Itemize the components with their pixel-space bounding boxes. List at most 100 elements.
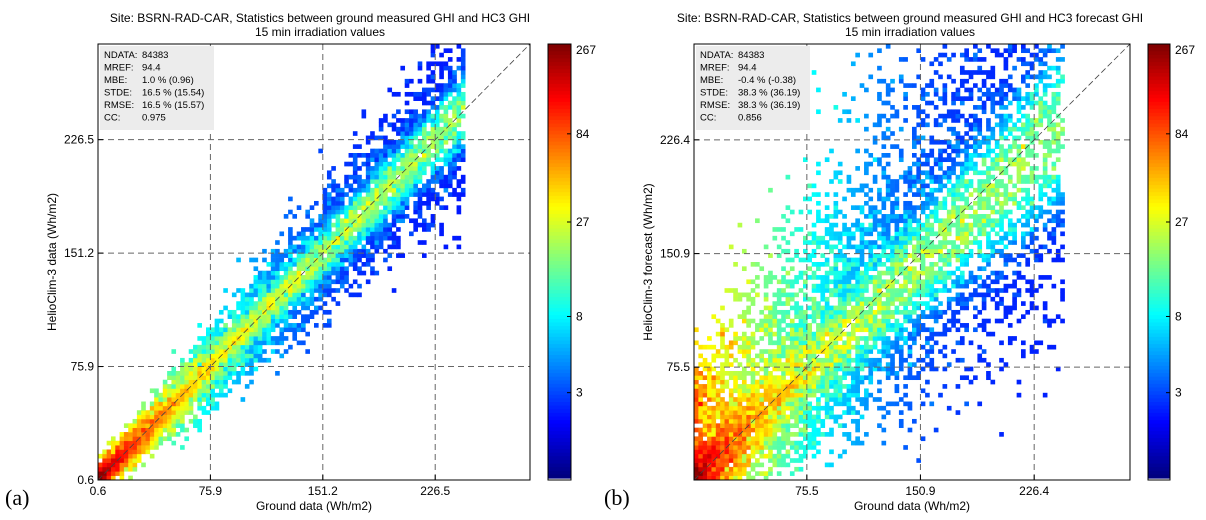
heatmap-cell [938,122,943,128]
heatmap-cell [1055,196,1061,202]
heatmap-cell [426,131,431,136]
heatmap-cell [1029,131,1035,136]
heatmap-cell [361,196,367,202]
heatmap-cell [456,183,462,189]
heatmap-cell [999,227,1004,232]
heatmap-cell [413,209,418,215]
heatmap-cell [184,392,190,398]
heatmap-cell [396,118,401,123]
heatmap-cell [434,196,440,202]
heatmap-cell [912,135,917,141]
heatmap-cell [803,436,808,442]
heatmap-cell [409,148,414,154]
heatmap-cell [309,279,315,285]
heatmap-cell [816,262,821,267]
heatmap-cell [789,296,795,302]
heatmap-cell [348,153,354,158]
heatmap-cell [361,200,367,206]
heatmap-cell [855,357,860,363]
heatmap-cell [994,139,1000,145]
heatmap-cell [694,458,699,463]
heatmap-cell [925,161,930,167]
heatmap-cell [439,170,444,176]
heatmap-cell [417,222,423,228]
heatmap-cell [763,423,769,428]
heatmap-cell [955,275,961,280]
heatmap-cell [240,318,246,324]
heatmap-cell [907,318,913,324]
heatmap-cell [1003,275,1009,280]
heatmap-cell [724,371,730,376]
heatmap-cell [1029,105,1035,110]
heatmap-cell [759,309,765,315]
heatmap-cell [894,266,900,272]
heatmap-cell [750,397,756,402]
heatmap-cell [253,336,259,341]
heatmap-cell [257,323,263,328]
heatmap-cell [339,205,345,210]
heatmap-cell [929,153,935,158]
heatmap-cell [728,362,734,367]
heatmap-cell [916,187,922,193]
heatmap-cell [741,445,747,450]
heatmap-cell [942,384,948,389]
heatmap-cell [781,371,786,376]
heatmap-cell [426,74,431,80]
heatmap-cell [244,292,250,298]
heatmap-cell [881,113,887,119]
heatmap-cell [171,384,177,389]
heatmap-cell [859,357,865,363]
heatmap-cell [733,375,738,381]
heatmap-cell [951,118,956,123]
heatmap-cell [824,279,830,285]
heatmap-cell [986,222,991,228]
colorbar-step [548,463,571,468]
heatmap-cell [322,187,328,193]
heatmap-cell [829,357,834,363]
heatmap-cell [986,235,991,241]
heatmap-cell [916,122,922,128]
heatmap-cell [951,144,956,149]
heatmap-cell [193,366,198,372]
heatmap-cell [357,253,362,258]
heatmap-cell [842,340,847,346]
heatmap-cell [772,401,778,407]
heatmap-cell [383,179,388,184]
heatmap-cell [986,288,991,293]
heatmap-cell [824,218,830,224]
heatmap-cell [986,283,991,289]
heatmap-cell [400,166,406,171]
heatmap-cell [755,371,760,376]
heatmap-cell [850,323,856,328]
heatmap-cell [842,349,847,354]
heatmap-cell [724,401,730,407]
heatmap-cell [162,388,168,394]
heatmap-cell [253,288,259,293]
heatmap-cell [855,248,860,254]
heatmap-cell [964,240,969,245]
heatmap-cell [180,362,185,367]
heatmap-cell [929,336,935,341]
heatmap-cell [907,375,913,381]
heatmap-cell [824,257,830,263]
heatmap-cell [781,445,786,450]
heatmap-cell [383,235,388,241]
heatmap-cell [1038,340,1044,346]
heatmap-cell [357,166,362,171]
heatmap-cell [938,270,943,276]
heatmap-cell [266,340,272,346]
heatmap-cell [920,401,926,407]
heatmap-cell [759,366,765,372]
heatmap-cell [850,222,856,228]
heatmap-cell [447,100,453,106]
heatmap-cell [820,275,826,280]
heatmap-cell [973,327,978,333]
heatmap-cell [741,314,747,319]
heatmap-cell [387,253,393,258]
heatmap-cell [279,305,285,311]
heatmap-cell [694,327,699,333]
heatmap-cell [1047,323,1052,328]
heatmap-cell [820,279,826,285]
heatmap-cell [387,144,393,149]
heatmap-cell [262,275,267,280]
